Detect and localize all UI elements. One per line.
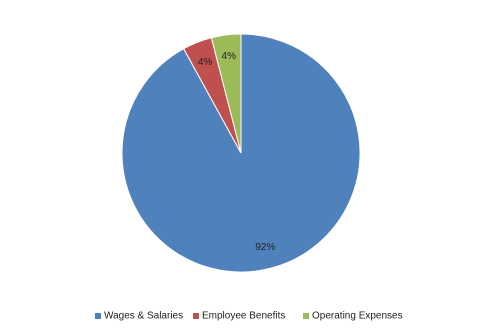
legend-swatch — [95, 313, 101, 319]
legend-swatch — [193, 313, 199, 319]
legend-label: Operating Expenses — [312, 311, 403, 322]
data-label: 4% — [222, 51, 237, 62]
legend-swatch — [303, 313, 309, 319]
legend-label: Wages & Salaries — [104, 311, 183, 322]
pie-slice — [210, 33, 242, 154]
legend-label: Employee Benefits — [202, 311, 285, 322]
data-label: 4% — [198, 57, 213, 68]
data-label: 92% — [255, 242, 275, 253]
